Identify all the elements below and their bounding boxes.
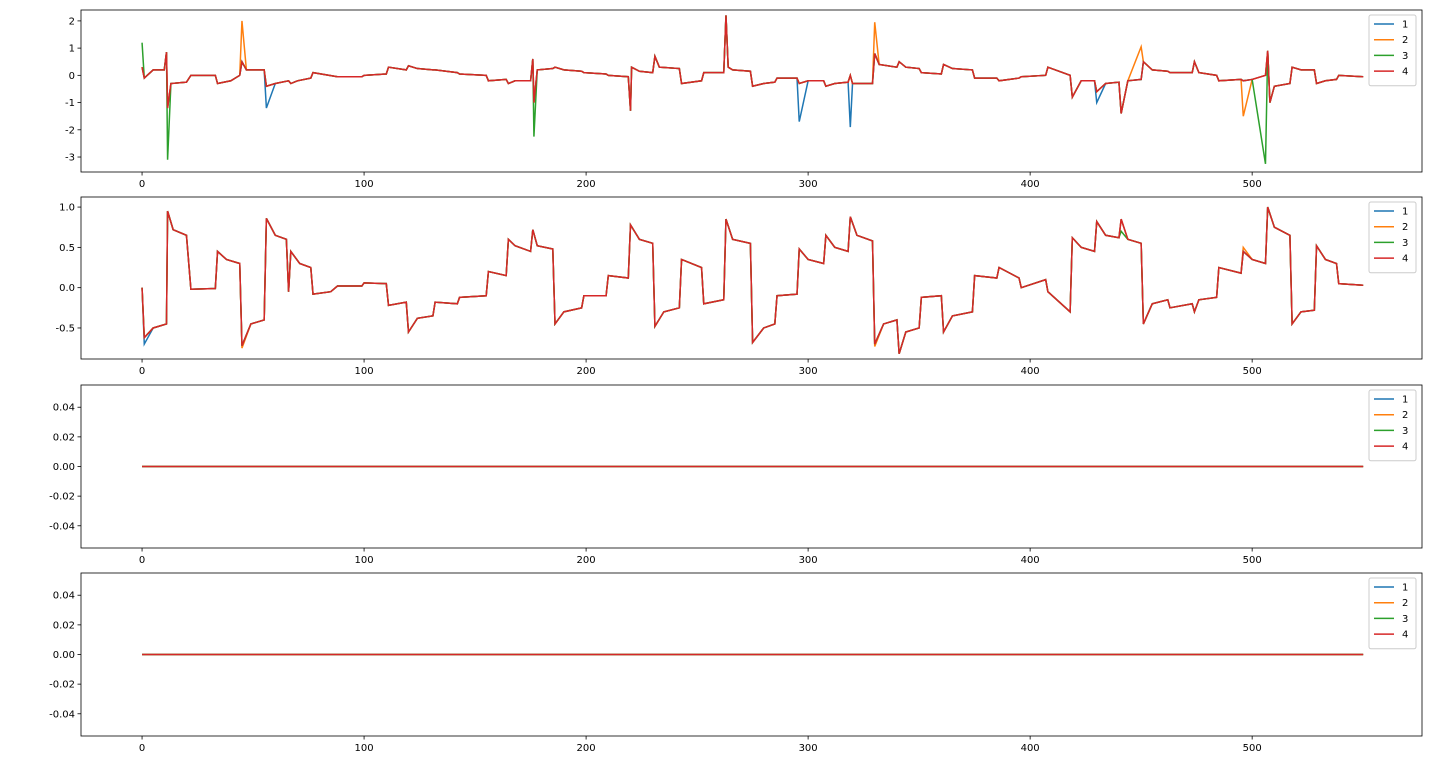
series-line xyxy=(141,15,1364,164)
y-tick-label: -0.04 xyxy=(49,709,75,720)
axes: 0 100 200 300 400 500 -3 -2 -1 0 1 2 1 2 3 4 xyxy=(65,9,1423,190)
y-tick-label: 0.04 xyxy=(53,591,75,602)
x-tick-label: 0 xyxy=(139,743,145,754)
legend-label: 2 xyxy=(1402,222,1408,233)
axes-frame xyxy=(80,196,1423,360)
x-tick-label: 100 xyxy=(355,555,374,566)
legend-label: 1 xyxy=(1402,207,1408,218)
legend-label: 4 xyxy=(1402,254,1408,265)
plot-area xyxy=(141,15,1364,164)
x-tick-label: 500 xyxy=(1243,179,1262,190)
axes: 0 100 200 300 400 500 -0.5 0.0 0.5 1.0 1 2 3 4 xyxy=(55,196,1423,377)
legend-box xyxy=(1368,389,1417,462)
legend-label: 2 xyxy=(1402,598,1408,609)
x-tick-label: 500 xyxy=(1243,555,1262,566)
legend-label: 2 xyxy=(1402,35,1408,46)
axes: 0 100 200 300 400 500 -0.04 -0.02 0.00 0.02 0.04 1 2… xyxy=(49,572,1423,754)
plot-area xyxy=(141,206,1364,354)
legend-label: 3 xyxy=(1402,51,1408,62)
x-tick-label: 200 xyxy=(577,743,596,754)
y-tick-label: -0.5 xyxy=(55,323,75,334)
series-line xyxy=(141,15,1364,128)
legend-label: 4 xyxy=(1402,630,1408,641)
y-tick-label: 0.00 xyxy=(53,462,75,473)
legend: 1 2 3 4 xyxy=(1368,14,1417,87)
legend: 1 2 3 4 xyxy=(1368,577,1417,650)
x-tick-label: 300 xyxy=(799,555,818,566)
legend-label: 4 xyxy=(1402,67,1408,78)
x-tick-label: 400 xyxy=(1021,179,1040,190)
x-tick-label: 300 xyxy=(799,366,818,377)
series-line xyxy=(141,206,1364,354)
y-tick-label: 0.0 xyxy=(59,283,75,294)
x-tick-label: 0 xyxy=(139,179,145,190)
x-tick-label: 200 xyxy=(577,555,596,566)
x-tick-label: 0 xyxy=(139,366,145,377)
series-line xyxy=(141,15,1364,114)
x-tick-label: 500 xyxy=(1243,366,1262,377)
y-tick-label: 0.04 xyxy=(53,403,75,414)
x-tick-label: 300 xyxy=(799,743,818,754)
legend-label: 2 xyxy=(1402,410,1408,421)
legend-label: 3 xyxy=(1402,238,1408,249)
x-tick-label: 200 xyxy=(577,179,596,190)
y-tick-label: 0.5 xyxy=(59,243,75,254)
x-tick-label: 500 xyxy=(1243,743,1262,754)
y-tick-label: -0.04 xyxy=(49,521,75,532)
legend-label: 1 xyxy=(1402,583,1408,594)
legend-box xyxy=(1368,577,1417,650)
y-tick-label: -1 xyxy=(65,98,75,109)
x-tick-label: 400 xyxy=(1021,366,1040,377)
y-tick-label: 0.02 xyxy=(53,620,75,631)
legend-box xyxy=(1368,14,1417,87)
x-tick-label: 400 xyxy=(1021,555,1040,566)
y-tick-label: 1.0 xyxy=(59,203,75,214)
x-tick-label: 100 xyxy=(355,179,374,190)
x-tick-label: 0 xyxy=(139,555,145,566)
y-tick-label: -3 xyxy=(65,153,75,164)
y-tick-label: -0.02 xyxy=(49,492,75,503)
x-tick-label: 300 xyxy=(799,179,818,190)
y-tick-label: 1 xyxy=(69,44,75,55)
x-tick-label: 200 xyxy=(577,366,596,377)
legend-label: 1 xyxy=(1402,20,1408,31)
axes-frame xyxy=(80,9,1423,173)
legend-label: 4 xyxy=(1402,442,1408,453)
x-tick-label: 100 xyxy=(355,743,374,754)
y-tick-label: -0.02 xyxy=(49,680,75,691)
y-tick-label: 0.00 xyxy=(53,650,75,661)
y-tick-label: 0.02 xyxy=(53,432,75,443)
y-tick-label: 0 xyxy=(69,71,75,82)
series-line xyxy=(141,15,1364,117)
legend: 1 2 3 4 xyxy=(1368,389,1417,462)
x-tick-label: 100 xyxy=(355,366,374,377)
legend-label: 1 xyxy=(1402,395,1408,406)
legend-label: 3 xyxy=(1402,614,1408,625)
y-tick-label: -2 xyxy=(65,125,75,136)
y-tick-label: 2 xyxy=(69,16,75,27)
legend-label: 3 xyxy=(1402,426,1408,437)
legend-box xyxy=(1368,201,1417,274)
x-tick-label: 400 xyxy=(1021,743,1040,754)
legend: 1 2 3 4 xyxy=(1368,201,1417,274)
axes: 0 100 200 300 400 500 -0.04 -0.02 0.00 0.02 0.04 1 2… xyxy=(49,384,1423,566)
